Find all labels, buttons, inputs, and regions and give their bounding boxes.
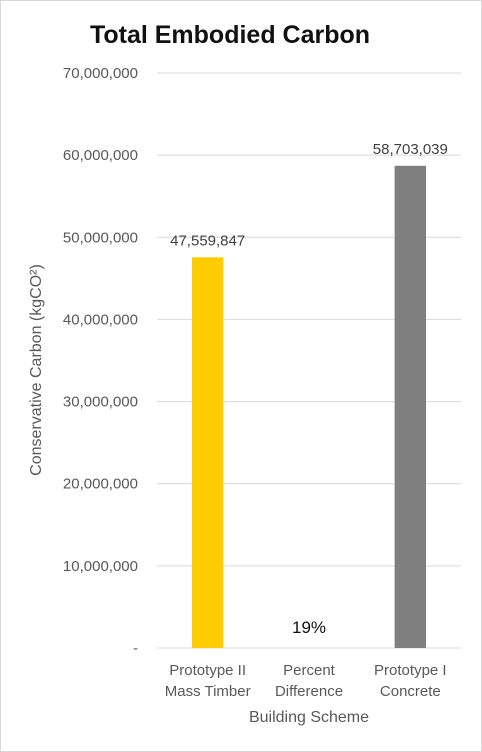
chart-title: Total Embodied Carbon: [90, 21, 370, 49]
x-category-label: Mass Timber: [165, 683, 251, 700]
x-axis-title: Building Scheme: [249, 709, 369, 726]
y-tick-label: 10,000,000: [63, 558, 138, 575]
y-axis-title: Conservative Carbon (kgCO²): [28, 264, 45, 476]
y-tick-label: 30,000,000: [63, 394, 138, 411]
x-category-label: Prototype II: [169, 662, 246, 679]
bars: [191, 165, 427, 649]
data-label: 47,559,847: [170, 232, 245, 249]
y-tick-label: 60,000,000: [63, 147, 138, 164]
y-tick-label: 40,000,000: [63, 311, 138, 328]
x-category-label: Percent: [283, 662, 336, 679]
x-category-label: Prototype I: [374, 662, 447, 679]
x-category-label: Concrete: [380, 683, 441, 700]
data-label: 58,703,039: [373, 141, 448, 158]
x-axis-categories: Prototype II Mass Timber Percent Difference…: [165, 662, 447, 700]
y-tick-label: 50,000,000: [63, 229, 138, 246]
percent-difference-label: 19%: [292, 618, 326, 637]
y-tick-label: 20,000,000: [63, 476, 138, 493]
bar: [191, 257, 224, 648]
data-labels: 47,559,847 19% 58,703,039: [170, 141, 448, 637]
bar: [394, 165, 427, 649]
y-axis-ticks: - 10,000,000 20,000,000 30,000,000 40,000,00…: [63, 65, 138, 657]
x-category-label: Difference: [275, 683, 343, 700]
y-tick-label: -: [133, 640, 138, 657]
y-tick-label: 70,000,000: [63, 65, 138, 82]
